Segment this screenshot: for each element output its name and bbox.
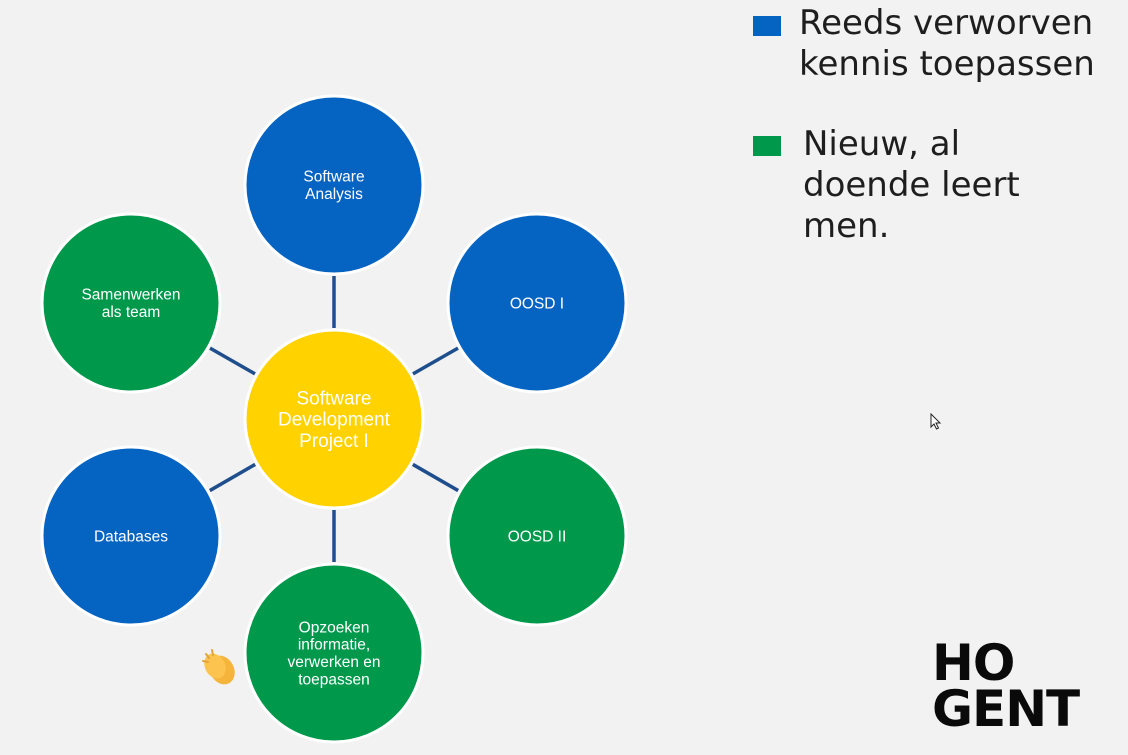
node-databases <box>40 445 222 627</box>
legend-item-known: Reeds verworven kennis toepassen <box>753 3 1095 85</box>
node-label-software-analysis: Software Analysis <box>303 169 364 203</box>
logo-line-1: HO <box>932 634 1015 692</box>
legend-item-new: Nieuw, al doende leert men. <box>753 124 1020 247</box>
legend-swatch-known <box>753 16 781 36</box>
node-software-analysis <box>243 94 425 276</box>
legend-label-new: Nieuw, al doende leert men. <box>803 124 1020 246</box>
connector-databases <box>208 462 257 493</box>
node-label-databases: Databases <box>94 528 168 545</box>
mouse-cursor-icon <box>930 413 942 430</box>
node-label-opzoeken: Opzoeken informatie, verwerken en toepassen <box>287 619 380 688</box>
hub-diagram: Software Analysis OOSD I OOSD II Opzoeken inf… <box>40 94 628 744</box>
logo-line-2: GENT <box>932 680 1080 738</box>
connector-oosd-i <box>412 346 459 376</box>
hogent-logo: HO GENT <box>932 634 1080 738</box>
legend-label-known: Reeds verworven kennis toepassen <box>799 3 1095 84</box>
connector-oosd-ii <box>411 462 460 493</box>
node-label-samenwerken: Samenwerken als team <box>81 287 180 321</box>
clapping-hands-icon <box>202 649 235 685</box>
node-opzoeken <box>243 562 425 744</box>
legend-swatch-new <box>753 136 781 156</box>
node-samenwerken <box>40 212 222 394</box>
node-label-oosd-i: OOSD I <box>510 295 564 312</box>
connector-samenwerken <box>209 346 256 376</box>
node-label-oosd-ii: OOSD II <box>508 528 567 545</box>
center-node <box>243 328 425 510</box>
node-oosd-i <box>446 212 628 394</box>
center-node-label: Software Development Project I <box>278 388 391 452</box>
node-oosd-ii <box>446 445 628 627</box>
